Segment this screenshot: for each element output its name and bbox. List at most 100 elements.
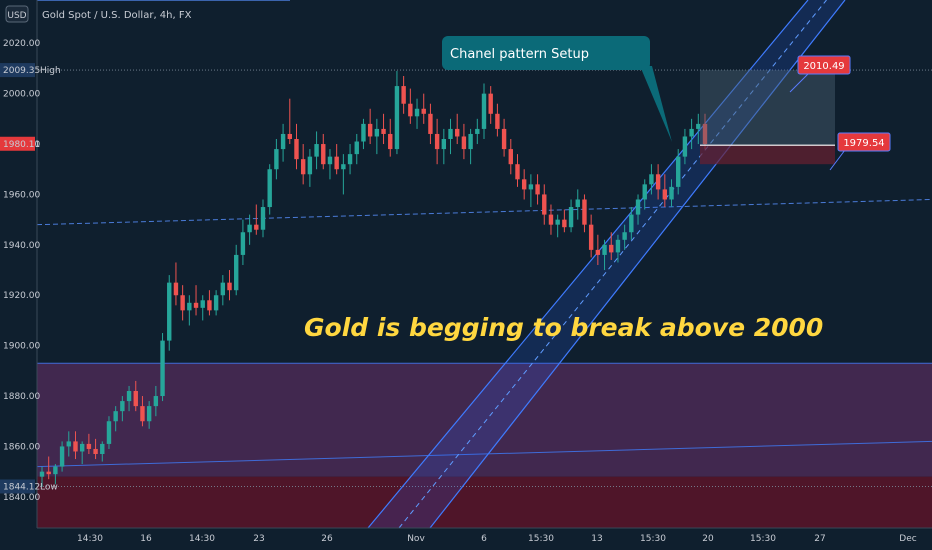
candle <box>461 123 467 160</box>
candle <box>361 118 366 150</box>
candle <box>46 456 51 480</box>
candle <box>254 204 259 235</box>
candle <box>220 275 226 306</box>
candle <box>528 174 534 208</box>
x-tick-label: Nov <box>407 534 425 544</box>
callout-box[interactable]: Chanel pattern Setup <box>442 36 672 142</box>
candle <box>421 93 426 124</box>
candle <box>187 295 192 326</box>
candle <box>180 285 185 321</box>
candle <box>307 149 313 187</box>
candle <box>662 174 668 208</box>
candle <box>247 214 252 245</box>
headline-text: Gold is begging to break above 2000 <box>304 313 823 342</box>
candle <box>702 113 708 150</box>
x-tick-label: 15:30 <box>640 534 666 544</box>
candle <box>260 199 266 238</box>
candle <box>568 199 574 233</box>
candle <box>455 113 460 145</box>
candle <box>689 118 694 150</box>
candle <box>401 76 406 114</box>
candle <box>86 433 92 454</box>
stop-price-tag[interactable]: 1979.54 <box>837 132 891 152</box>
x-tick-label: 20 <box>702 534 714 544</box>
candle <box>73 431 78 460</box>
currency-badge[interactable]: USD <box>5 5 29 23</box>
mid-trend-line[interactable] <box>36 198 932 226</box>
candle <box>582 194 587 233</box>
candle <box>146 401 152 429</box>
x-tick-label: 16 <box>140 534 152 544</box>
candle <box>609 232 614 260</box>
candle <box>113 406 118 432</box>
low-price-value: 1844.12 <box>3 482 40 492</box>
candle <box>655 164 661 200</box>
high-price-value: 2009.35 <box>3 66 40 76</box>
candle <box>347 144 353 175</box>
candle <box>53 464 58 485</box>
candle <box>575 189 580 220</box>
candle <box>414 98 420 129</box>
low-tag: Low <box>40 482 58 492</box>
candle <box>388 118 393 157</box>
candle <box>334 144 339 175</box>
candle <box>481 83 487 139</box>
candle <box>294 123 299 170</box>
candle <box>59 441 65 472</box>
candle <box>267 164 272 215</box>
x-tick-label: 14:30 <box>189 534 215 544</box>
y-tick-label: 2000.00 <box>3 90 40 100</box>
candle <box>434 118 440 165</box>
candle <box>227 270 232 301</box>
channel-upper-line[interactable] <box>429 0 846 529</box>
stop-loss-box[interactable] <box>700 145 835 165</box>
candle <box>327 149 333 180</box>
candle <box>173 262 179 306</box>
candle <box>441 128 447 165</box>
high-price-marker: 2009.35 High <box>0 63 61 78</box>
y-tick-label: 1900.00 <box>3 342 40 352</box>
target-tag-leader <box>789 71 811 93</box>
x-tick-label: 26 <box>321 534 333 544</box>
currency-label: USD <box>7 11 26 21</box>
candle <box>341 154 346 195</box>
candle <box>167 275 172 351</box>
candle <box>39 466 45 487</box>
y-tick-label: 1940.00 <box>3 241 40 251</box>
y-tick-label: 1840.00 <box>3 493 40 503</box>
low-price-marker: 1844.12 Low <box>0 479 58 494</box>
candle <box>501 118 507 157</box>
support-line[interactable] <box>36 440 932 468</box>
candle <box>93 438 98 460</box>
target-price-label: 2010.49 <box>803 61 844 72</box>
target-price-tag[interactable]: 2010.49 <box>797 55 851 75</box>
candle <box>475 118 480 145</box>
x-tick-label: Dec <box>899 534 916 544</box>
demand-zone-lower <box>37 476 932 528</box>
candle <box>635 194 641 225</box>
candle <box>213 290 219 316</box>
candle <box>374 118 380 155</box>
channel-lower-line[interactable] <box>367 0 809 529</box>
x-tick-label: 6 <box>481 534 487 544</box>
candle <box>642 179 647 210</box>
candle <box>133 380 138 412</box>
x-tick-label: 15:30 <box>528 534 554 544</box>
candle <box>548 204 554 235</box>
candle <box>321 133 326 170</box>
stop-tag-leader <box>829 149 846 171</box>
candle <box>515 154 520 187</box>
candle <box>280 123 286 162</box>
candle <box>649 164 654 195</box>
y-tick-label: 1860.00 <box>3 442 40 452</box>
candles-layer <box>39 70 708 487</box>
candle <box>562 209 567 233</box>
candle <box>428 103 433 145</box>
profit-target-box[interactable] <box>700 70 835 146</box>
candle <box>314 131 319 170</box>
x-tick-label: 13 <box>591 534 602 544</box>
candle <box>234 244 239 296</box>
candle <box>508 139 513 175</box>
candle <box>354 133 359 165</box>
